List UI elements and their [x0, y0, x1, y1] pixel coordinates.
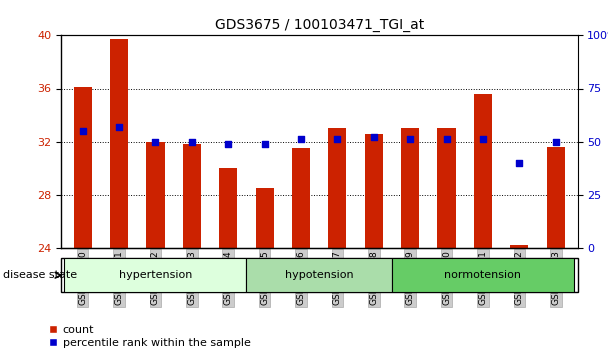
- Title: GDS3675 / 100103471_TGI_at: GDS3675 / 100103471_TGI_at: [215, 18, 424, 32]
- Point: [223, 141, 233, 147]
- Point: [151, 139, 161, 144]
- Bar: [183, 144, 201, 248]
- Bar: [147, 142, 165, 248]
- Bar: [255, 188, 274, 248]
- Point: [114, 124, 124, 130]
- Bar: [438, 129, 455, 248]
- Bar: [246, 258, 392, 292]
- Text: normotension: normotension: [444, 270, 522, 280]
- Bar: [74, 87, 92, 248]
- Bar: [110, 39, 128, 248]
- Text: hypotension: hypotension: [285, 270, 353, 280]
- Bar: [64, 258, 246, 292]
- Point: [442, 137, 452, 142]
- Bar: [219, 168, 237, 248]
- Point: [78, 128, 88, 134]
- Bar: [392, 258, 574, 292]
- Point: [260, 141, 269, 147]
- Point: [369, 135, 379, 140]
- Point: [333, 137, 342, 142]
- Point: [478, 137, 488, 142]
- Bar: [328, 129, 347, 248]
- Bar: [474, 94, 492, 248]
- Point: [406, 137, 415, 142]
- Bar: [292, 148, 310, 248]
- Bar: [365, 133, 383, 248]
- Point: [514, 160, 524, 166]
- Bar: [401, 129, 420, 248]
- Point: [296, 137, 306, 142]
- Bar: [547, 147, 565, 248]
- Legend: count, percentile rank within the sample: count, percentile rank within the sample: [48, 325, 250, 348]
- Text: hypertension: hypertension: [119, 270, 192, 280]
- Text: disease state: disease state: [3, 270, 77, 280]
- Point: [551, 139, 561, 144]
- Point: [187, 139, 196, 144]
- Bar: [510, 245, 528, 248]
